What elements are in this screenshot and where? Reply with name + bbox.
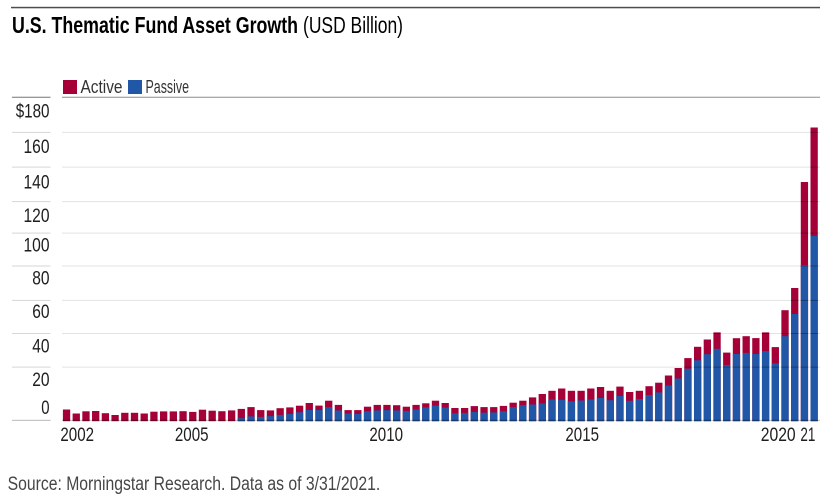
svg-text:100: 100 bbox=[24, 235, 50, 257]
svg-text:2010: 2010 bbox=[369, 424, 403, 446]
svg-text:140: 140 bbox=[24, 171, 50, 193]
svg-text:21: 21 bbox=[800, 424, 815, 446]
svg-text:Passive: Passive bbox=[146, 76, 190, 97]
svg-text:Active: Active bbox=[81, 76, 123, 97]
svg-text:Source: Morningstar Research.: Source: Morningstar Research. Data as of… bbox=[8, 474, 381, 495]
svg-text:60: 60 bbox=[32, 301, 49, 323]
svg-text:2020: 2020 bbox=[761, 424, 796, 446]
svg-text:160: 160 bbox=[24, 136, 50, 158]
svg-text:40: 40 bbox=[32, 336, 49, 358]
svg-text:(USD Billion): (USD Billion) bbox=[303, 12, 403, 38]
svg-text:2002: 2002 bbox=[60, 424, 94, 446]
svg-text:$180: $180 bbox=[16, 100, 50, 122]
svg-text:2015: 2015 bbox=[565, 424, 599, 446]
svg-text:20: 20 bbox=[32, 369, 49, 391]
svg-text:2005: 2005 bbox=[175, 424, 209, 446]
svg-text:80: 80 bbox=[32, 267, 49, 289]
svg-text:120: 120 bbox=[24, 205, 50, 227]
svg-text:U.S. Thematic Fund Asset Growt: U.S. Thematic Fund Asset Growth bbox=[12, 12, 298, 38]
svg-text:0: 0 bbox=[41, 397, 49, 419]
